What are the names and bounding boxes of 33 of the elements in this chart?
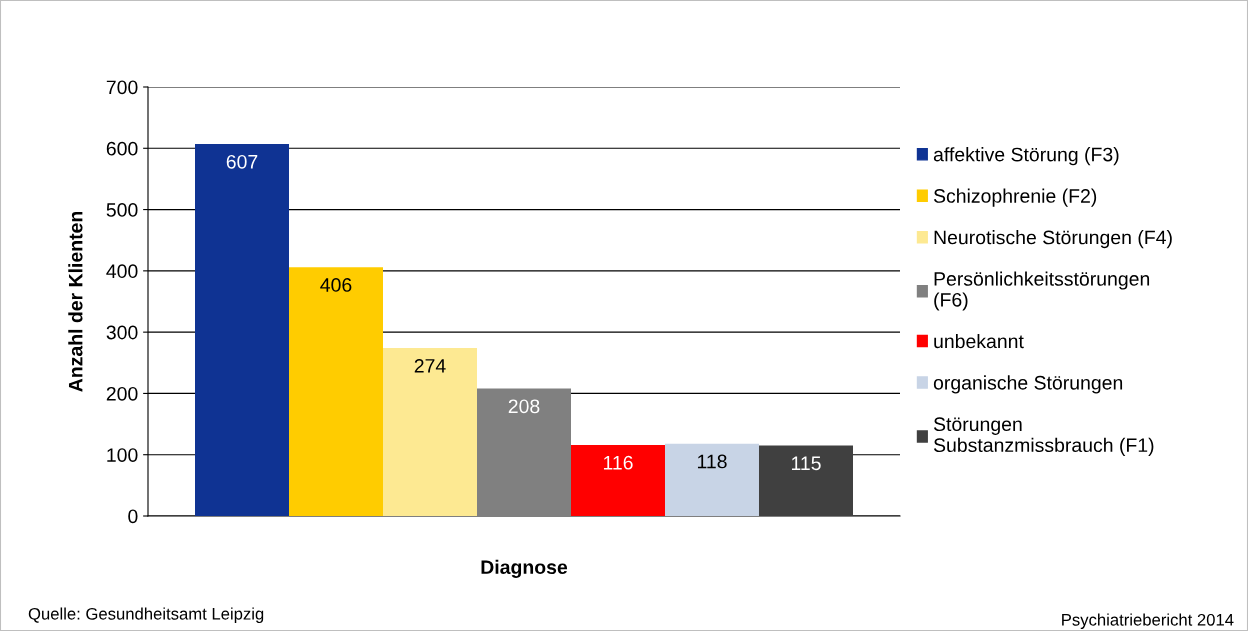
data-label: 274 [414,358,446,373]
legend-label: organische Störungen [933,375,1123,394]
bar [383,348,477,516]
data-label: 607 [226,154,258,169]
legend-label: Störungen Substanzmissbrauch (F1) [933,417,1154,456]
y-tick-label: 300 [106,325,138,340]
data-label: 118 [697,454,727,469]
bar [665,443,759,516]
bar [571,444,665,516]
y-tick-label: 100 [107,448,138,462]
legend-label: unbekannt [934,333,1024,349]
text: Psychiatriebericht 2014 [1062,613,1234,629]
y-tick-label: 200 [106,386,138,401]
data-label: 406 [320,278,352,292]
y-tick-label: 500 [106,203,138,217]
y-axis-title: Anzahl der Klienten [68,211,83,392]
data-label: 115 [791,456,821,471]
legend-label: Persönlichkeitsstörungen (F6) [934,271,1150,311]
y-tick-label: 400 [106,264,138,279]
source-note: Quelle: Gesundheitsamt Leipzig [28,607,264,623]
y-tick-label: 600 [106,141,138,156]
legend-label: Neurotische Störungen (F4) [934,230,1172,249]
y-tick-label: 700 [106,80,138,95]
bar [477,388,571,516]
x-axis-title: Diagnose [481,559,568,578]
data-label: 208 [508,399,540,414]
legend-label: Schizophrenie (F2) [933,188,1097,207]
legend-label: affektive Störung (F3) [933,147,1119,166]
bar [195,144,289,516]
data-label: 116 [603,455,633,470]
y-tick-label: 0 [128,509,138,524]
bar [289,267,383,516]
bar [759,445,853,516]
